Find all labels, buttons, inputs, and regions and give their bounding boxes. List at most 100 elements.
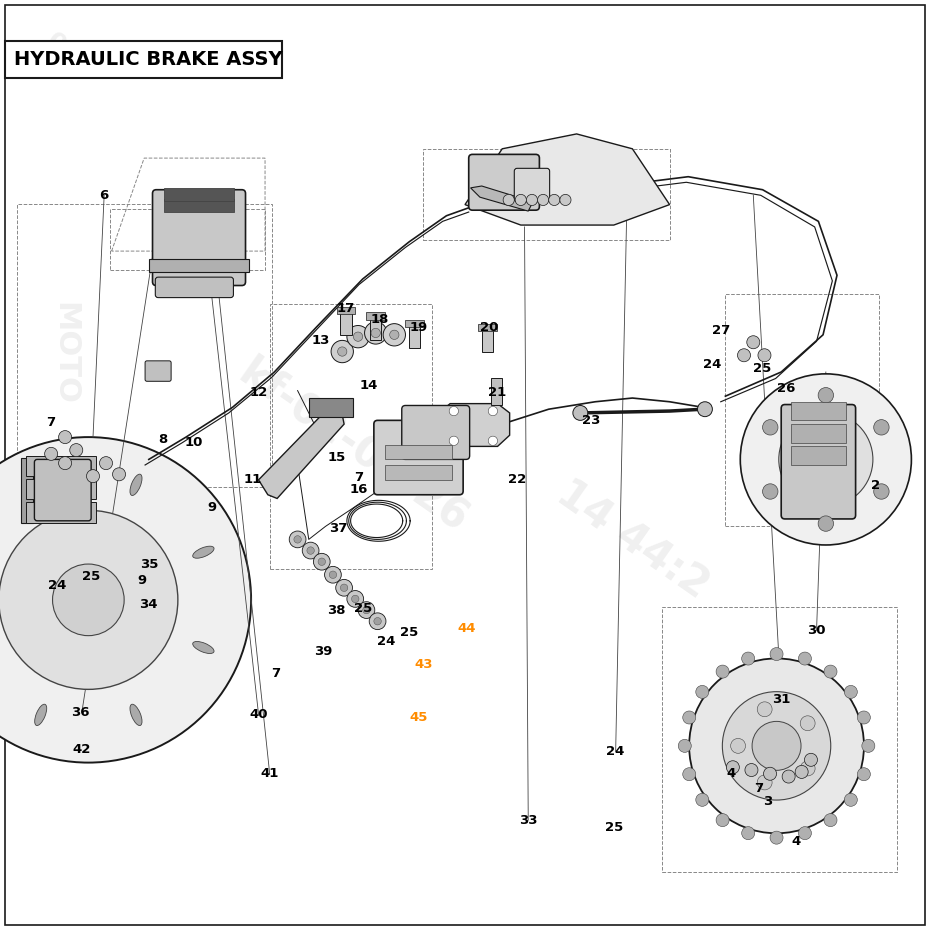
Circle shape (763, 419, 778, 435)
FancyBboxPatch shape (514, 168, 550, 202)
Text: 45: 45 (409, 711, 428, 724)
Circle shape (683, 711, 696, 724)
Text: 19: 19 (409, 321, 428, 334)
Circle shape (549, 194, 560, 206)
Text: 24: 24 (48, 579, 67, 592)
Circle shape (329, 571, 337, 578)
Text: 4: 4 (791, 835, 801, 848)
Text: 24: 24 (377, 635, 395, 648)
Circle shape (757, 775, 772, 790)
Bar (17, 204, 272, 487)
Circle shape (795, 765, 808, 778)
Bar (26, 502, 96, 523)
Bar (662, 607, 897, 872)
Circle shape (363, 606, 370, 614)
Circle shape (45, 447, 58, 460)
Ellipse shape (130, 704, 142, 725)
Circle shape (352, 595, 359, 603)
Text: 8: 8 (158, 433, 167, 446)
Circle shape (59, 431, 72, 444)
Circle shape (538, 194, 549, 206)
Bar (491, 378, 502, 405)
Text: 12: 12 (249, 386, 268, 399)
Circle shape (745, 764, 758, 777)
Bar (405, 320, 424, 327)
Bar (5, 41, 282, 78)
Circle shape (770, 831, 783, 844)
Circle shape (804, 753, 817, 766)
Text: 23: 23 (582, 414, 601, 427)
Circle shape (678, 739, 691, 752)
Circle shape (374, 618, 381, 625)
Circle shape (770, 647, 783, 660)
Text: 34: 34 (140, 598, 158, 611)
Text: 44: 44 (458, 622, 476, 635)
Circle shape (365, 322, 387, 344)
Circle shape (689, 658, 864, 833)
Circle shape (369, 613, 386, 630)
Circle shape (798, 827, 811, 840)
Circle shape (503, 194, 514, 206)
Ellipse shape (34, 474, 46, 496)
Circle shape (798, 652, 811, 665)
FancyBboxPatch shape (34, 459, 91, 521)
Text: 16: 16 (350, 483, 368, 496)
Bar (370, 318, 381, 340)
Text: HYDRAULIC BRAKE ASSY: HYDRAULIC BRAKE ASSY (14, 50, 283, 69)
Circle shape (371, 328, 380, 338)
FancyBboxPatch shape (155, 277, 233, 298)
Circle shape (873, 484, 889, 499)
Circle shape (737, 349, 751, 362)
Polygon shape (471, 186, 533, 211)
Circle shape (347, 591, 364, 607)
Circle shape (325, 566, 341, 583)
Bar (409, 326, 420, 348)
Ellipse shape (130, 474, 142, 496)
Text: 7: 7 (754, 782, 764, 795)
FancyBboxPatch shape (153, 190, 246, 286)
Text: 41: 41 (260, 767, 279, 780)
Text: 3: 3 (764, 795, 773, 808)
Circle shape (844, 793, 857, 806)
Circle shape (800, 716, 815, 731)
Text: 9: 9 (207, 501, 217, 514)
Circle shape (515, 194, 526, 206)
Circle shape (696, 685, 709, 698)
Text: 21: 21 (488, 386, 507, 399)
Bar (340, 312, 352, 335)
Text: 10: 10 (184, 436, 203, 449)
Bar (26, 456, 96, 476)
Text: 14 44:2: 14 44:2 (549, 472, 716, 607)
Circle shape (752, 722, 801, 770)
Bar (164, 188, 234, 201)
Circle shape (740, 374, 911, 545)
Text: 30: 30 (807, 624, 826, 637)
Text: 7: 7 (46, 416, 56, 429)
Bar (26, 479, 96, 499)
Text: 6: 6 (100, 189, 109, 202)
Bar (337, 307, 355, 314)
Circle shape (844, 685, 857, 698)
Text: 9: 9 (138, 574, 147, 587)
Circle shape (307, 547, 314, 554)
Text: 26: 26 (777, 382, 795, 395)
Circle shape (731, 738, 746, 753)
Circle shape (353, 332, 363, 341)
Circle shape (782, 770, 795, 783)
Circle shape (758, 349, 771, 362)
FancyBboxPatch shape (469, 154, 539, 210)
Circle shape (113, 468, 126, 481)
Circle shape (383, 324, 405, 346)
Circle shape (347, 326, 369, 348)
FancyBboxPatch shape (374, 420, 463, 495)
Text: 4: 4 (726, 767, 736, 780)
Circle shape (331, 340, 353, 363)
Circle shape (683, 767, 696, 780)
FancyBboxPatch shape (781, 405, 856, 519)
Circle shape (338, 347, 347, 356)
Text: 17: 17 (337, 302, 355, 315)
Text: 25: 25 (82, 570, 100, 583)
Circle shape (526, 194, 538, 206)
Circle shape (873, 419, 889, 435)
Text: 20: 20 (480, 321, 498, 334)
